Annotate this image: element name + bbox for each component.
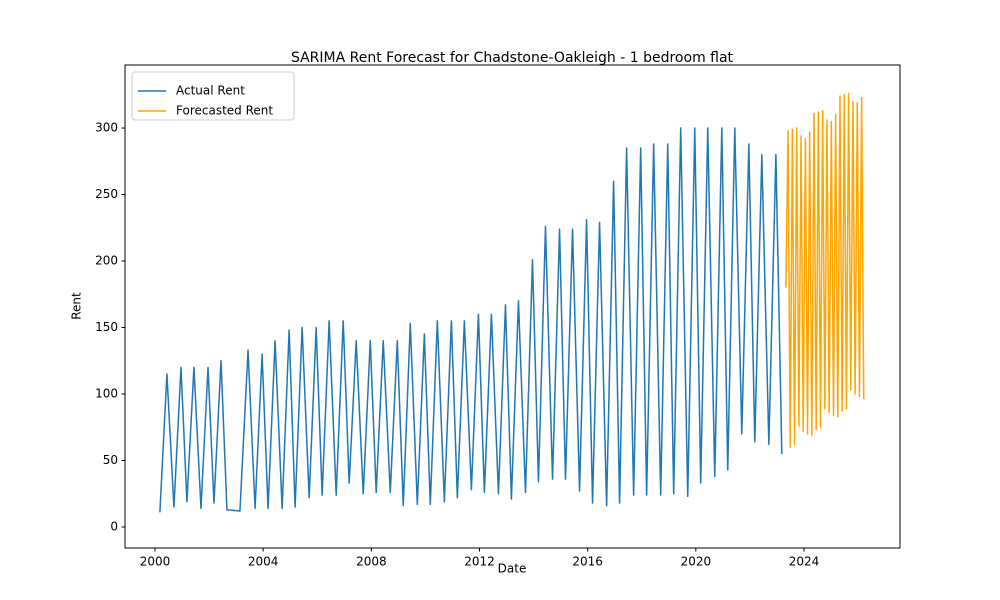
x-tick-label: 2024 (789, 555, 820, 569)
y-axis-label: Rent (70, 292, 84, 320)
x-tick-label: 2000 (140, 555, 171, 569)
chart-title: SARIMA Rent Forecast for Chadstone-Oakle… (291, 50, 734, 66)
x-tick-label: 2004 (248, 555, 279, 569)
legend-label: Forecasted Rent (176, 104, 273, 118)
x-tick-label: 2012 (464, 555, 495, 569)
y-tick-label: 300 (95, 121, 118, 135)
plot-frame (124, 64, 901, 549)
series-line (785, 92, 865, 448)
x-axis-label: Date (498, 562, 527, 576)
series-line (159, 127, 783, 513)
x-tick-label: 2020 (681, 555, 712, 569)
y-tick-label: 250 (95, 187, 118, 201)
y-tick-label: 100 (95, 387, 118, 401)
y-tick-label: 50 (103, 453, 118, 467)
legend-box (131, 71, 295, 121)
y-tick-label: 200 (95, 254, 118, 268)
y-tick-label: 150 (95, 320, 118, 334)
legend-label: Actual Rent (176, 84, 245, 98)
y-tick-label: 0 (110, 519, 118, 533)
x-tick-label: 2008 (356, 555, 387, 569)
x-tick-label: 2016 (572, 555, 603, 569)
